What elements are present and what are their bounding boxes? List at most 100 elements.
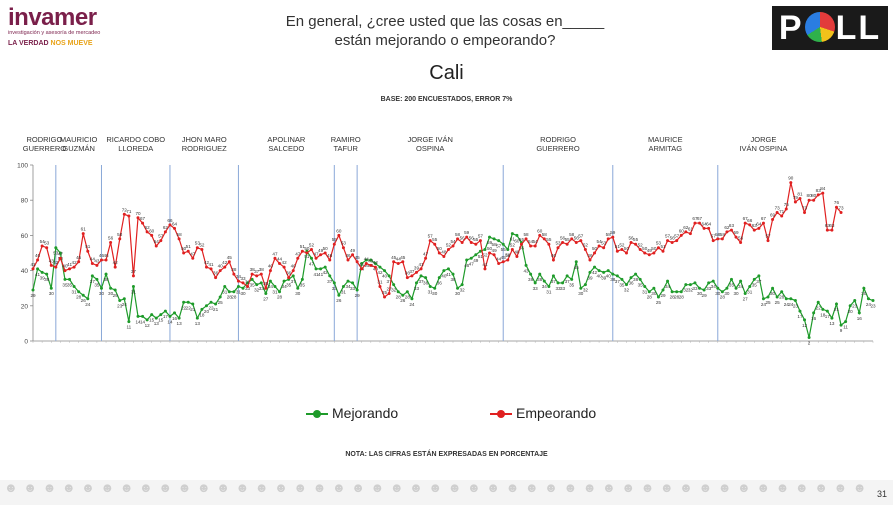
data-point-empeorando — [602, 246, 606, 250]
data-point-empeorando — [173, 226, 177, 230]
page-number: 31 — [876, 489, 887, 499]
data-label-mejorando: 31 — [642, 289, 648, 294]
data-point-empeorando — [821, 191, 825, 195]
data-point-mejorando — [629, 276, 633, 280]
data-label-empeorando: 52 — [446, 242, 452, 247]
pie-chart-icon — [804, 12, 835, 43]
data-label-mejorando: 23 — [117, 304, 123, 309]
data-label-mejorando: 30 — [49, 291, 55, 296]
data-label-mejorando: 30 — [455, 291, 461, 296]
data-point-empeorando — [31, 267, 35, 271]
data-label-mejorando: 40 — [597, 274, 603, 279]
data-label-empeorando: 52 — [583, 242, 589, 247]
data-label-empeorando: 54 — [154, 239, 160, 244]
data-label-mejorando: 11 — [843, 325, 848, 330]
data-point-empeorando — [182, 251, 186, 255]
data-point-mejorando — [474, 253, 478, 257]
data-label-mejorando: 28 — [779, 295, 785, 300]
survey-question: En general, ¿cree usted que las cosas en… — [285, 13, 605, 49]
data-point-mejorando — [36, 267, 40, 271]
data-label-empeorando: 54 — [40, 239, 46, 244]
data-point-mejorando — [195, 316, 199, 320]
data-label-mejorando: 32 — [624, 288, 630, 293]
data-label-empeorando: 46 — [103, 253, 109, 258]
data-label-empeorando: 47 — [423, 251, 429, 256]
data-label-empeorando: 55 — [546, 237, 552, 242]
data-label-mejorando: 29 — [660, 293, 666, 298]
data-point-empeorando — [734, 235, 738, 239]
data-label-mejorando: 35 — [300, 282, 306, 287]
data-point-mejorando — [401, 293, 405, 297]
data-label-mejorando: 38 — [528, 277, 534, 282]
data-point-mejorando — [54, 246, 58, 250]
data-point-empeorando — [214, 276, 218, 280]
data-point-mejorando — [766, 295, 770, 299]
data-label-mejorando: 41 — [318, 272, 324, 277]
data-label-mejorando: 28 — [670, 295, 676, 300]
data-point-empeorando — [246, 284, 250, 288]
data-label-mejorando: 51 — [478, 254, 484, 259]
data-point-empeorando — [437, 251, 441, 255]
data-point-empeorando — [766, 239, 770, 243]
data-label-empeorando: 64 — [172, 221, 178, 226]
data-point-mejorando — [606, 269, 610, 273]
data-label-empeorando: 63 — [752, 223, 758, 228]
data-point-mejorando — [383, 269, 387, 273]
data-point-empeorando — [373, 265, 377, 269]
data-point-mejorando — [844, 320, 848, 324]
data-point-mejorando — [825, 309, 829, 313]
data-point-empeorando — [698, 221, 702, 225]
data-label-empeorando: 41 — [359, 262, 365, 267]
data-point-mejorando — [533, 281, 537, 285]
data-point-mejorando — [561, 281, 565, 285]
data-point-mejorando — [693, 281, 697, 285]
data-label-mejorando: 28 — [277, 295, 283, 300]
data-point-mejorando — [118, 299, 122, 303]
data-label-empeorando: 58 — [523, 232, 529, 237]
data-point-empeorando — [341, 246, 345, 250]
data-point-mejorando — [803, 318, 807, 322]
data-point-empeorando — [825, 228, 829, 232]
data-label-mejorando: 37 — [418, 279, 424, 284]
data-label-empeorando: 54 — [528, 239, 534, 244]
data-point-mejorando — [396, 290, 400, 294]
data-point-mejorando — [341, 284, 345, 288]
data-label-mejorando: 29 — [30, 293, 36, 298]
data-point-mejorando — [351, 281, 355, 285]
data-point-empeorando — [816, 193, 820, 197]
data-label-empeorando: 69 — [770, 213, 776, 218]
data-label-mejorando: 15 — [158, 318, 164, 323]
logo-subtitle: investigación y asesoría de mercadeo — [8, 30, 101, 36]
data-point-mejorando — [465, 258, 469, 262]
data-label-empeorando: 63 — [825, 223, 831, 228]
data-point-mejorando — [291, 274, 295, 278]
data-label-mejorando: 25 — [218, 300, 224, 305]
data-label-empeorando: 52 — [309, 242, 315, 247]
data-label-mejorando: 30 — [715, 291, 721, 296]
data-point-empeorando — [830, 228, 834, 232]
data-point-mejorando — [278, 290, 282, 294]
data-label-empeorando: 42 — [282, 260, 288, 265]
data-label-mejorando: 22 — [208, 305, 214, 310]
legend-label-mejorando: Mejorando — [332, 405, 399, 421]
y-tick-label: 60 — [21, 233, 29, 240]
data-label-empeorando: 60 — [679, 228, 685, 233]
data-point-empeorando — [656, 246, 660, 250]
data-point-empeorando — [287, 276, 291, 280]
data-label-mejorando: 32 — [391, 288, 397, 293]
data-label-empeorando: 46 — [505, 253, 511, 258]
poll-logo-right: LL — [835, 9, 882, 47]
data-label-mejorando: 42 — [592, 270, 598, 275]
data-label-mejorando: 35 — [94, 282, 100, 287]
data-point-mejorando — [624, 283, 628, 287]
data-point-empeorando — [501, 260, 505, 264]
data-point-empeorando — [227, 260, 231, 264]
data-label-empeorando: 43 — [49, 258, 55, 263]
data-label-empeorando: 47 — [58, 251, 64, 256]
data-label-empeorando: 43 — [368, 258, 374, 263]
data-point-mejorando — [99, 286, 103, 290]
data-point-mejorando — [752, 277, 756, 281]
data-label-empeorando: 41 — [482, 262, 488, 267]
data-point-empeorando — [433, 242, 437, 246]
data-point-mejorando — [218, 295, 222, 299]
